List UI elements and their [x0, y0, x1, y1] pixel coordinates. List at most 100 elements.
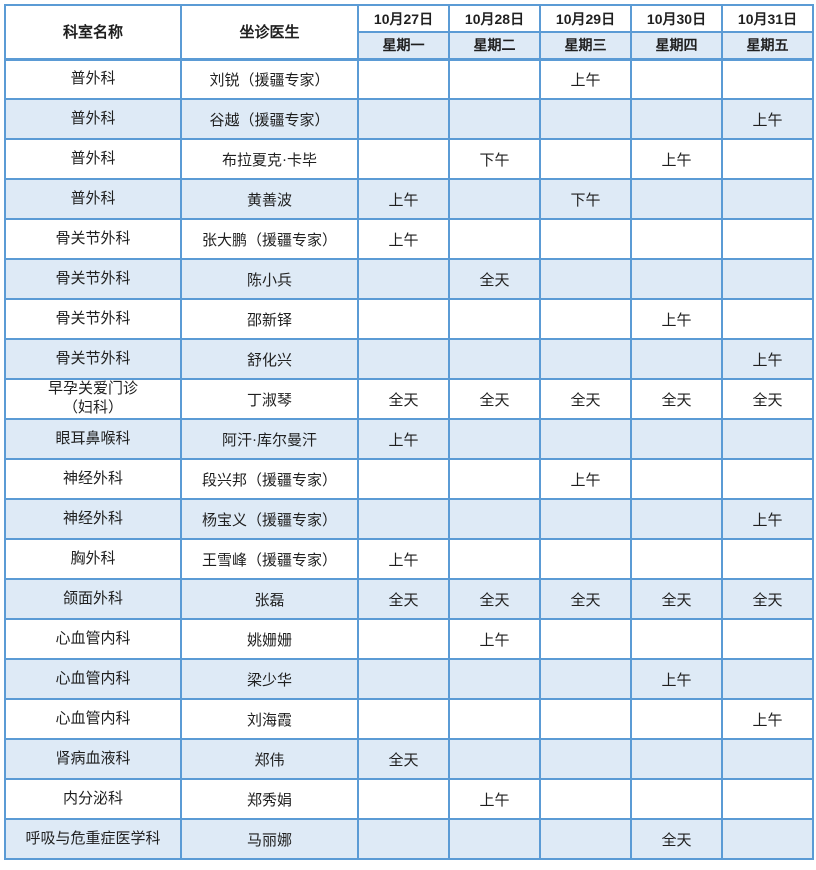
- schedule-cell: 全天: [539, 378, 632, 420]
- header-date: 10月29日: [539, 4, 632, 33]
- schedule-cell: 上午: [630, 658, 723, 700]
- schedule-cell: [448, 98, 541, 140]
- schedule-cell: [630, 738, 723, 780]
- department-cell: 肾病血液科: [4, 738, 182, 780]
- table-row: 心血管内科 姚姗姗 上午: [4, 618, 814, 660]
- schedule-cell: [448, 458, 541, 500]
- doctor-cell: 张磊: [180, 578, 359, 620]
- schedule-cell: [357, 458, 450, 500]
- table-row: 内分泌科 郑秀娟 上午: [4, 778, 814, 820]
- schedule-cell: [721, 298, 814, 340]
- schedule-cell: [539, 418, 632, 460]
- department-cell: 普外科: [4, 138, 182, 180]
- doctor-cell: 马丽娜: [180, 818, 359, 860]
- schedule-cell: [721, 58, 814, 100]
- schedule-cell: [630, 98, 723, 140]
- schedule-cell: [721, 818, 814, 860]
- department-cell: 普外科: [4, 98, 182, 140]
- schedule-cell: 全天: [539, 578, 632, 620]
- schedule-cell: 全天: [448, 258, 541, 300]
- table-row: 普外科 谷越（援疆专家） 上午: [4, 98, 814, 140]
- schedule-cell: 上午: [448, 618, 541, 660]
- doctor-cell: 刘海霞: [180, 698, 359, 740]
- schedule-cell: [539, 98, 632, 140]
- schedule-cell: [448, 698, 541, 740]
- schedule-cell: [357, 298, 450, 340]
- table-row: 心血管内科 梁少华 上午: [4, 658, 814, 700]
- schedule-cell: [539, 818, 632, 860]
- header-weekday: 星期二: [448, 31, 541, 61]
- schedule-cell: [539, 778, 632, 820]
- schedule-cell: 上午: [357, 218, 450, 260]
- schedule-cell: [630, 58, 723, 100]
- schedule-cell: 上午: [357, 538, 450, 580]
- header-date: 10月28日: [448, 4, 541, 33]
- schedule-cell: [721, 738, 814, 780]
- schedule-cell: [448, 418, 541, 460]
- doctor-cell: 黄善波: [180, 178, 359, 220]
- table-row: 普外科 黄善波 上午 下午: [4, 178, 814, 220]
- department-cell: 呼吸与危重症医学科: [4, 818, 182, 860]
- header-date: 10月27日: [357, 4, 450, 33]
- schedule-cell: 全天: [630, 818, 723, 860]
- table-row: 神经外科 杨宝义（援疆专家） 上午: [4, 498, 814, 540]
- schedule-cell: [539, 138, 632, 180]
- schedule-cell: [357, 778, 450, 820]
- department-cell: 骨关节外科: [4, 298, 182, 340]
- table-row: 呼吸与危重症医学科 马丽娜 全天: [4, 818, 814, 860]
- schedule-cell: 全天: [448, 578, 541, 620]
- doctor-cell: 姚姗姗: [180, 618, 359, 660]
- department-cell: 骨关节外科: [4, 218, 182, 260]
- schedule-cell: [448, 658, 541, 700]
- schedule-cell: [357, 98, 450, 140]
- schedule-cell: [357, 338, 450, 380]
- header-doctor: 坐诊医生: [180, 4, 359, 61]
- table-row: 骨关节外科 邵新铎 上午: [4, 298, 814, 340]
- schedule-cell: 上午: [357, 178, 450, 220]
- doctor-cell: 郑伟: [180, 738, 359, 780]
- schedule-cell: 上午: [630, 298, 723, 340]
- table-row: 骨关节外科 张大鹏（援疆专家） 上午: [4, 218, 814, 260]
- doctor-cell: 陈小兵: [180, 258, 359, 300]
- department-cell: 普外科: [4, 178, 182, 220]
- header-date: 10月30日: [630, 4, 723, 33]
- schedule-cell: 上午: [721, 338, 814, 380]
- table-row: 眼耳鼻喉科 阿汗·库尔曼汗 上午: [4, 418, 814, 460]
- schedule-cell: 全天: [721, 378, 814, 420]
- schedule-cell: [630, 498, 723, 540]
- schedule-cell: [721, 258, 814, 300]
- department-cell: 神经外科: [4, 458, 182, 500]
- header-date: 10月31日: [721, 4, 814, 33]
- header-weekday: 星期五: [721, 31, 814, 61]
- schedule-cell: [448, 538, 541, 580]
- schedule-cell: 全天: [357, 378, 450, 420]
- department-cell: 颌面外科: [4, 578, 182, 620]
- schedule-cell: [721, 658, 814, 700]
- schedule-cell: 上午: [721, 98, 814, 140]
- schedule-cell: 上午: [539, 458, 632, 500]
- doctor-cell: 刘锐（援疆专家）: [180, 58, 359, 100]
- table-row: 普外科 布拉夏克·卡毕 下午 上午: [4, 138, 814, 180]
- department-cell: 骨关节外科: [4, 258, 182, 300]
- header-department: 科室名称: [4, 4, 182, 61]
- schedule-cell: 全天: [630, 378, 723, 420]
- header-weekday: 星期四: [630, 31, 723, 61]
- schedule-cell: 上午: [357, 418, 450, 460]
- department-cell: 骨关节外科: [4, 338, 182, 380]
- schedule-cell: [539, 218, 632, 260]
- header-date-row: 科室名称 坐诊医生 10月27日 10月28日 10月29日 10月30日 10…: [4, 4, 814, 61]
- doctor-schedule-table: 科室名称 坐诊医生 10月27日 10月28日 10月29日 10月30日 10…: [4, 4, 814, 860]
- table-header: 科室名称 坐诊医生 10月27日 10月28日 10月29日 10月30日 10…: [4, 4, 814, 61]
- schedule-cell: [357, 498, 450, 540]
- schedule-cell: [448, 58, 541, 100]
- schedule-cell: [721, 138, 814, 180]
- schedule-cell: [539, 538, 632, 580]
- schedule-cell: 上午: [721, 498, 814, 540]
- schedule-cell: [630, 418, 723, 460]
- table-row: 普外科 刘锐（援疆专家） 上午: [4, 58, 814, 100]
- schedule-cell: [448, 298, 541, 340]
- schedule-cell: [630, 618, 723, 660]
- schedule-cell: [721, 218, 814, 260]
- schedule-cell: 上午: [448, 778, 541, 820]
